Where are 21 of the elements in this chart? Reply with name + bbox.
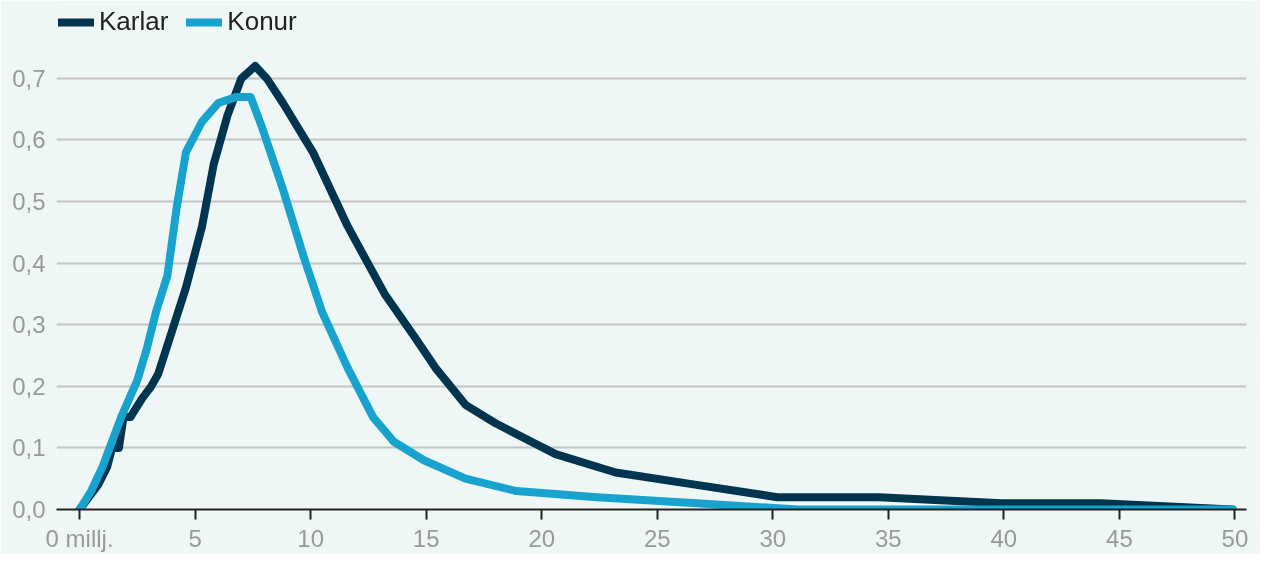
x-tick-label: 25 [643, 524, 671, 552]
x-tick-label: 35 [875, 524, 902, 552]
y-tick-label: 0,2 [12, 372, 46, 400]
x-tick-label: 5 [188, 524, 202, 552]
y-tick-label: 0,5 [12, 188, 46, 216]
x-tick-label: 45 [1106, 524, 1133, 552]
y-tick-label: 0,4 [12, 249, 46, 277]
x-tick-label: 50 [1221, 524, 1249, 552]
legend-label: Karlar [99, 6, 169, 37]
y-tick-label: 0,6 [12, 126, 46, 154]
x-tick-label: 10 [297, 524, 325, 552]
x-tick-label: 0 millj. [45, 524, 114, 552]
x-tick-label: 40 [990, 524, 1018, 552]
y-tick-label: 0,1 [12, 434, 46, 462]
x-tick-label: 15 [412, 524, 440, 552]
y-tick-label: 0,3 [12, 311, 46, 339]
x-tick-label: 20 [528, 524, 556, 552]
x-tick-label: 30 [759, 524, 787, 552]
y-tick-label: 0,0 [12, 496, 46, 523]
legend-label: Konur [227, 6, 297, 37]
y-tick-label: 0,7 [12, 64, 46, 92]
